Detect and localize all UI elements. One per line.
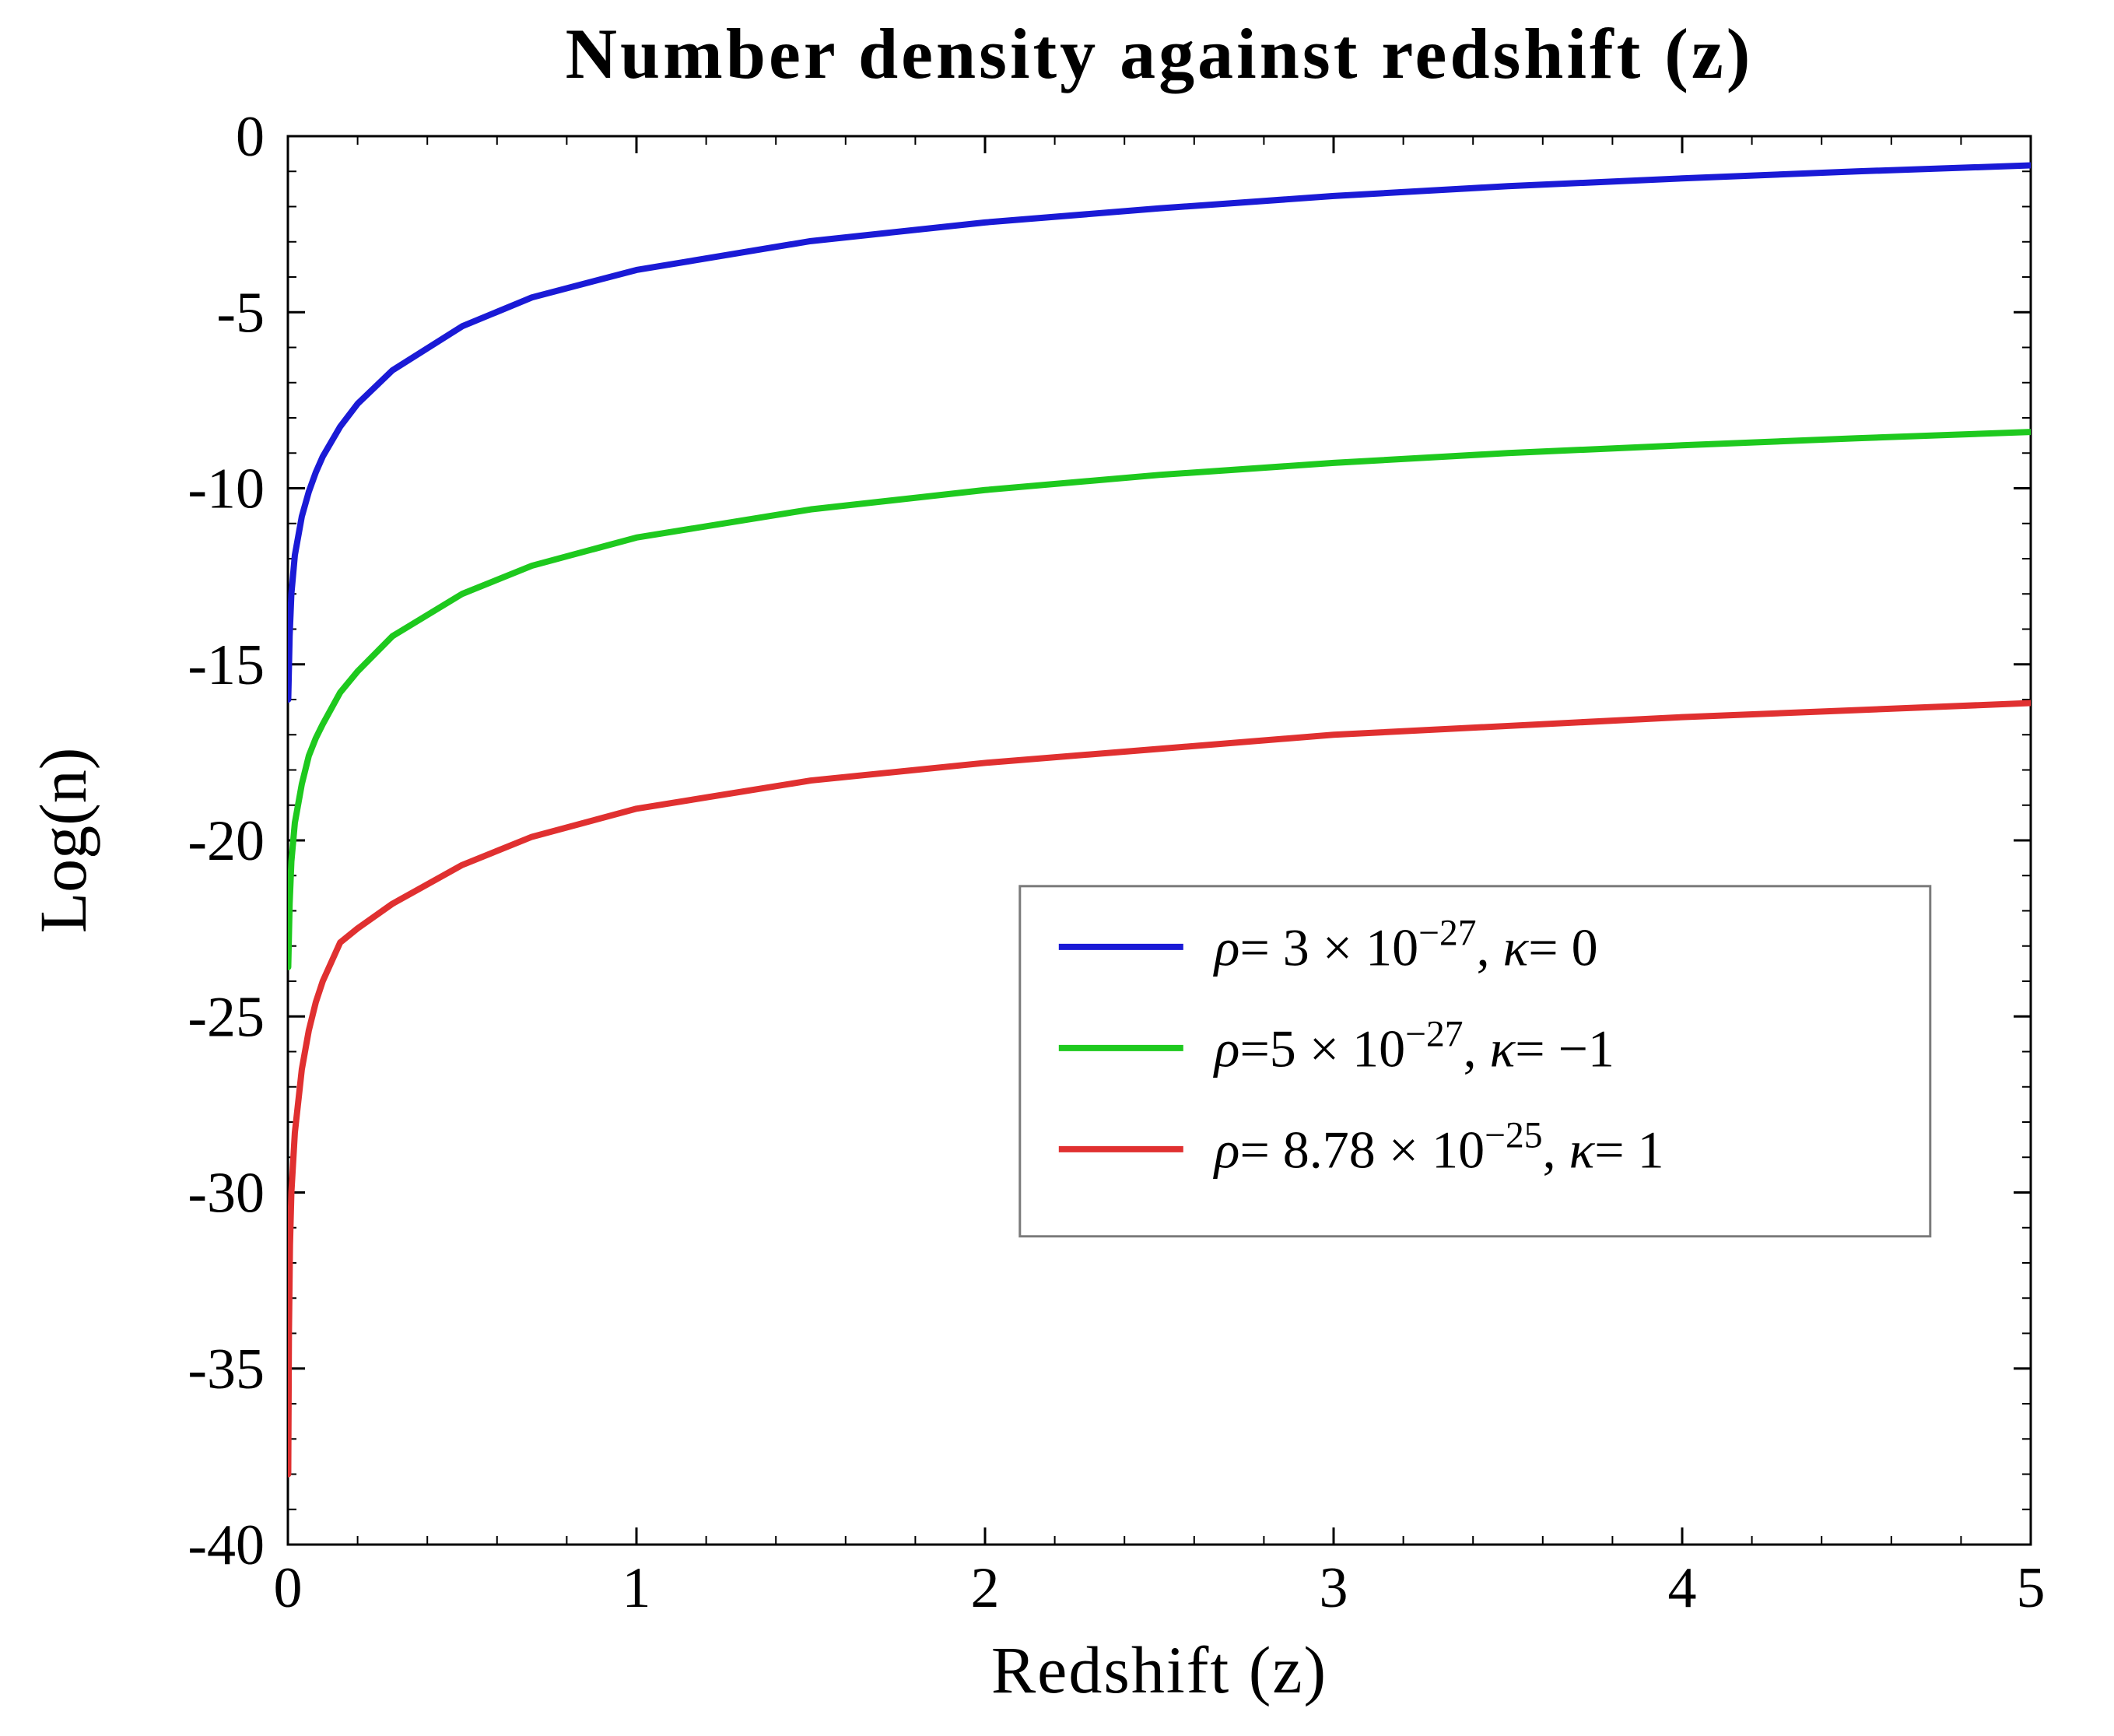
- y-axis-label: Log(n): [26, 748, 100, 934]
- x-tick-label: 2: [971, 1556, 1000, 1620]
- chart-svg: Number density against redshift (z) 0 1 2 3 4…: [0, 0, 2114, 1736]
- y-tick-label: -20: [188, 809, 265, 873]
- legend-label-blue: ρ= 3 × 10−27, κ= 0: [1213, 913, 1598, 977]
- y-tick-label: -40: [188, 1513, 265, 1577]
- y-tick-label: 0: [236, 105, 265, 169]
- y-tick-label: -10: [188, 458, 265, 521]
- legend-label-red: ρ= 8.78 × 10−25, κ= 1: [1213, 1115, 1664, 1179]
- y-tick-label: -15: [188, 633, 265, 697]
- x-tick-label: 4: [1668, 1556, 1697, 1620]
- y-tick-label: -35: [188, 1338, 265, 1401]
- x-tick-label: 5: [2017, 1556, 2046, 1620]
- legend: ρ= 3 × 10−27, κ= 0ρ=5 × 10−27, κ= −1ρ= 8…: [1020, 886, 1930, 1236]
- y-tick-label: -30: [188, 1162, 265, 1226]
- x-tick-label: 3: [1320, 1556, 1348, 1620]
- x-tick-label: 0: [274, 1556, 303, 1620]
- x-tick-label: 1: [622, 1556, 651, 1620]
- chart-container: Number density against redshift (z) 0 1 2 3 4…: [0, 0, 2114, 1736]
- y-tick-label: -5: [216, 281, 265, 345]
- y-tick-label: -25: [188, 985, 265, 1049]
- chart-title: Number density against redshift (z): [566, 14, 1754, 93]
- x-axis-label: Redshift (z): [991, 1633, 1327, 1707]
